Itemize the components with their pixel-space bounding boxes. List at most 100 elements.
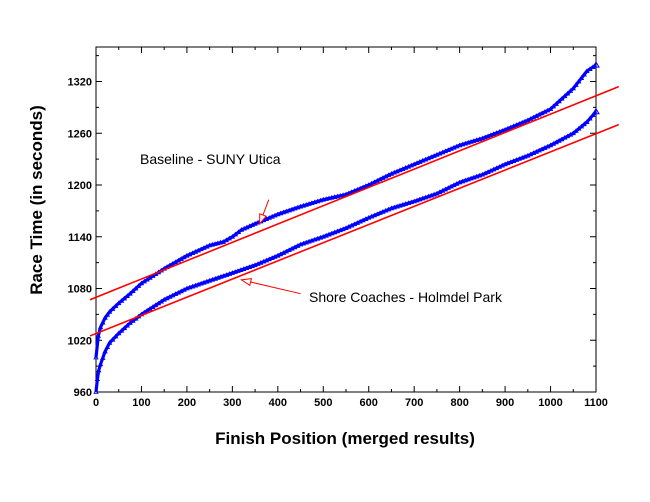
y-tick-label: 1260 — [68, 128, 92, 140]
data-point — [587, 115, 593, 121]
y-tick-label: 1200 — [68, 180, 92, 192]
data-point — [104, 311, 111, 317]
data-point — [118, 297, 125, 303]
data-point — [235, 229, 242, 235]
data-point — [578, 123, 585, 129]
data-point — [573, 82, 579, 87]
data-point — [592, 61, 600, 68]
y-tick-label: 1080 — [68, 284, 92, 296]
data-point — [102, 315, 108, 320]
annotation-arrowhead — [259, 213, 268, 226]
data-point — [570, 130, 576, 136]
data-point — [576, 78, 582, 84]
annotation-arrow — [241, 279, 301, 295]
data-point — [567, 88, 574, 93]
data-point — [547, 106, 554, 111]
data-point — [562, 93, 568, 99]
x-tick-label: 300 — [223, 397, 241, 409]
annotation-arrowhead — [240, 278, 253, 287]
data-point — [124, 293, 130, 298]
data-point — [559, 95, 565, 101]
data-point — [576, 125, 582, 131]
trendline-1 — [89, 85, 620, 301]
data-point — [323, 196, 329, 201]
data-point — [133, 285, 139, 291]
data-point — [100, 355, 106, 360]
data-point — [553, 101, 559, 106]
data-point — [93, 354, 99, 360]
data-point — [135, 283, 142, 288]
x-tick-label: 500 — [314, 397, 332, 409]
x-tick-label: 400 — [269, 397, 287, 409]
series-layer — [93, 61, 600, 394]
annotation-label: Baseline - SUNY Utica — [140, 151, 281, 167]
y-tick-label: 960 — [74, 387, 92, 399]
data-point — [97, 361, 104, 367]
annotation-label: Shore Coaches - Holmdel Park — [309, 289, 503, 305]
data-point — [116, 330, 122, 336]
data-point — [229, 233, 236, 239]
data-point — [113, 303, 119, 308]
data-point — [121, 325, 128, 331]
data-point — [130, 288, 136, 293]
data-point — [326, 195, 332, 201]
x-tick-label: 600 — [360, 397, 378, 409]
data-point — [334, 193, 341, 199]
x-tick-label: 700 — [405, 397, 423, 409]
data-point — [124, 322, 130, 328]
y-tick-label: 1140 — [68, 232, 92, 244]
x-tick-label: 1000 — [538, 397, 562, 409]
data-point — [550, 103, 557, 109]
x-tick-label: 0 — [93, 397, 99, 409]
data-point — [116, 300, 122, 306]
data-point — [93, 389, 99, 394]
data-point — [584, 119, 590, 124]
data-point — [573, 128, 579, 133]
data-point — [232, 231, 239, 237]
trendline-2 — [89, 123, 620, 337]
y-tick-label: 1020 — [68, 335, 92, 347]
x-tick-label: 800 — [450, 397, 468, 409]
series-line-1 — [94, 63, 597, 358]
data-point — [340, 192, 346, 198]
plot-frame — [95, 46, 597, 393]
data-point — [121, 295, 128, 301]
x-tick-label: 100 — [132, 397, 150, 409]
data-point — [109, 306, 116, 311]
y-tick-label: 1320 — [68, 77, 92, 89]
data-point — [564, 90, 571, 96]
data-point — [127, 290, 133, 296]
data-point — [104, 344, 111, 350]
data-point — [109, 336, 116, 342]
data-point — [581, 71, 587, 77]
data-point — [581, 121, 587, 127]
data-point — [130, 318, 136, 323]
data-point — [570, 85, 576, 91]
data-point — [94, 376, 101, 381]
data-point — [97, 324, 104, 330]
data-point — [118, 327, 125, 333]
data-point — [331, 194, 338, 199]
y-axis-title: Race Time (in seconds) — [27, 105, 46, 295]
data-point — [320, 196, 326, 202]
annotation-layer: Baseline - SUNY Utica Shore Coaches - Hol… — [140, 151, 503, 305]
data-point — [100, 319, 106, 325]
x-tick-label: 200 — [178, 397, 196, 409]
x-tick-label: 1100 — [584, 397, 608, 409]
data-point — [106, 308, 113, 314]
y-axis: 960 1020 1080 1140 1200 1260 1320 — [68, 55, 596, 399]
x-axis-title: Finish Position (merged results) — [215, 429, 475, 448]
data-point — [96, 367, 102, 373]
data-point — [106, 340, 113, 345]
x-tick-label: 900 — [496, 397, 514, 409]
data-point — [578, 75, 585, 80]
data-point — [102, 348, 108, 354]
data-point — [592, 107, 600, 115]
data-point — [590, 112, 596, 118]
data-point — [127, 320, 133, 325]
data-point — [329, 194, 335, 200]
x-axis: 0 100 200 300 400 500 600 700 800 900 1000 1100 — [93, 47, 608, 409]
data-point — [556, 98, 562, 104]
trendline-layer — [89, 85, 620, 337]
